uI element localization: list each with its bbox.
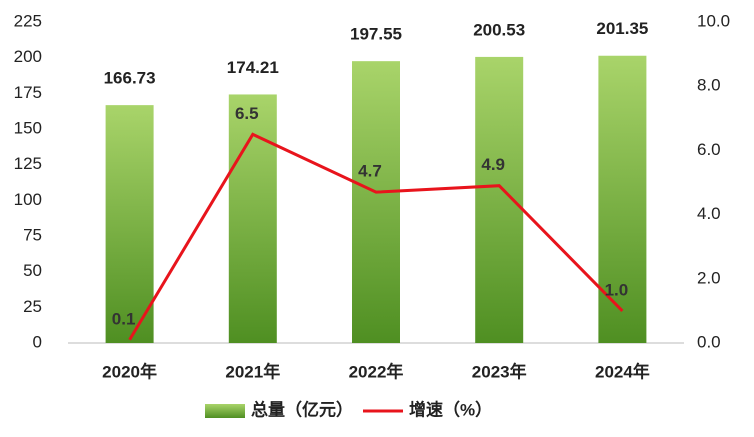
bar-value-label: 201.35 (596, 19, 648, 38)
y2-tick-label: 8.0 (697, 76, 721, 95)
y-tick-label: 125 (14, 154, 42, 173)
legend-swatch (205, 404, 245, 418)
line-value-label: 4.9 (481, 155, 505, 174)
y-tick-label: 100 (14, 190, 42, 209)
line (128, 132, 624, 341)
y-tick-label: 0 (33, 332, 42, 351)
bar-value-label: 174.21 (227, 58, 279, 77)
y2-tick-label: 2.0 (697, 268, 721, 287)
x-tick-label: 2024年 (595, 361, 650, 381)
bar-value-label: 197.55 (350, 25, 402, 44)
legend-label: 总量（亿元） (251, 399, 353, 419)
line-value-label: 6.5 (235, 104, 259, 123)
bar-value-label: 166.73 (104, 69, 156, 88)
y-tick-label: 75 (23, 225, 42, 244)
legend-label: 增速（%） (409, 399, 492, 419)
y-tick-label: 225 (14, 11, 42, 30)
bar (352, 61, 400, 344)
y2-tick-label: 6.0 (697, 140, 721, 159)
y-tick-label: 150 (14, 118, 42, 137)
x-tick-label: 2023年 (472, 361, 527, 381)
bar (598, 55, 647, 344)
y2-tick-label: 0.0 (697, 332, 721, 351)
line-value-label: 1.0 (605, 280, 629, 299)
bar-value-label: 200.53 (473, 20, 525, 39)
y-tick-label: 50 (23, 261, 42, 280)
y2-tick-label: 4.0 (697, 204, 721, 223)
bar (228, 94, 277, 343)
line-value-label: 4.7 (358, 162, 382, 181)
line-value-label: 0.1 (112, 309, 136, 328)
y-tick-label: 25 (23, 297, 42, 316)
bar (475, 56, 524, 344)
x-tick-label: 2020年 (102, 361, 157, 381)
x-tick-label: 2021年 (225, 361, 280, 381)
y-tick-label: 175 (14, 83, 42, 102)
y2-tick-label: 10.0 (697, 11, 730, 30)
x-tick-label: 2022年 (349, 361, 404, 381)
y-tick-label: 200 (14, 47, 42, 66)
bar (105, 105, 154, 343)
